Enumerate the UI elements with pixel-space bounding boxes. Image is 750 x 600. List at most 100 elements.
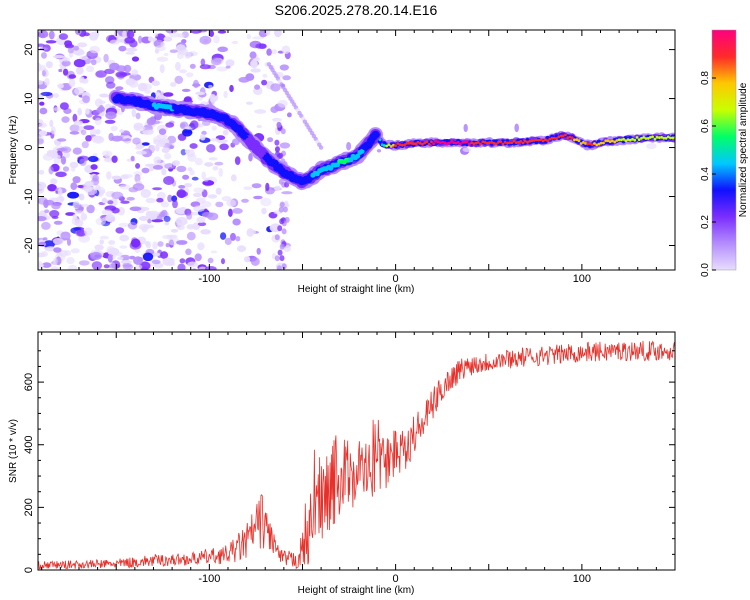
- ridge-mark: [631, 137, 634, 141]
- noise-blob: [167, 194, 173, 203]
- noise-blob: [115, 86, 124, 91]
- noise-blob: [182, 128, 193, 137]
- noise-blob: [246, 33, 252, 40]
- noise-blob: [41, 251, 48, 257]
- ridge-mark: [575, 138, 579, 142]
- ridge-mark: [403, 143, 406, 147]
- noise-blob: [125, 78, 136, 86]
- x-tick-label: 0: [393, 273, 399, 285]
- noise-blob: [155, 143, 160, 152]
- ridge-mark: [557, 135, 561, 139]
- ridge-mark: [376, 132, 380, 135]
- noise-blob: [176, 165, 187, 173]
- noise-blob: [110, 125, 118, 132]
- noise-blob: [190, 30, 202, 34]
- noise-blob: [44, 78, 50, 86]
- noise-blob: [38, 263, 44, 268]
- noise-blob: [208, 157, 218, 161]
- noise-blob: [38, 93, 44, 102]
- noise-blob: [283, 245, 291, 252]
- noise-blob: [254, 109, 267, 114]
- noise-blob: [514, 123, 519, 133]
- noise-blob: [184, 183, 193, 188]
- ridge-mark: [506, 141, 509, 145]
- noise-blob: [38, 62, 42, 72]
- noise-blob: [53, 93, 59, 99]
- noise-blob: [196, 216, 206, 223]
- noise-blob: [165, 122, 175, 128]
- noise-blob: [258, 43, 267, 49]
- noise-blob: [156, 56, 169, 62]
- noise-blob: [74, 30, 82, 35]
- noise-blob: [141, 142, 150, 146]
- noise-blob: [243, 256, 251, 263]
- noise-blob: [212, 166, 219, 171]
- noise-blob: [77, 107, 82, 116]
- noise-blob: [207, 257, 214, 264]
- noise-blob: [230, 232, 236, 241]
- noise-blob: [53, 257, 58, 266]
- noise-blob: [79, 158, 87, 166]
- noise-blob: [138, 216, 149, 221]
- noise-blob: [48, 30, 55, 40]
- noise-blob: [272, 117, 282, 122]
- ridge-mark: [635, 136, 639, 139]
- noise-blob: [45, 40, 57, 44]
- noise-blob: [115, 251, 123, 257]
- ridge-mark: [526, 140, 529, 144]
- noise-blob: [94, 117, 102, 126]
- noise-blob: [189, 169, 195, 176]
- noise-blob: [79, 193, 85, 201]
- noise-blob: [55, 171, 67, 178]
- snr-series-line: [38, 340, 675, 570]
- noise-blob: [281, 191, 293, 195]
- ridge-mark: [450, 140, 453, 143]
- ridge-mark: [637, 138, 641, 142]
- noise-blob: [249, 40, 262, 49]
- noise-blob: [74, 86, 85, 96]
- noise-blob: [61, 60, 71, 67]
- ridge-mark: [590, 143, 594, 147]
- ridge-mark: [519, 140, 523, 143]
- noise-blob: [125, 47, 138, 52]
- noise-blob: [203, 177, 209, 182]
- noise-blob: [106, 171, 112, 180]
- noise-blob: [250, 59, 258, 69]
- band-blob: [276, 121, 282, 128]
- noise-blob: [262, 73, 268, 78]
- noise-blob: [189, 63, 196, 69]
- noise-blob: [103, 53, 109, 63]
- noise-blob: [108, 132, 114, 142]
- noise-blob: [61, 57, 71, 62]
- ridge-mark: [465, 140, 469, 144]
- ridge-mark: [523, 139, 527, 143]
- noise-blob: [49, 210, 60, 218]
- noise-blob: [111, 207, 120, 214]
- band-blob: [274, 146, 280, 153]
- ridge-mark: [416, 140, 420, 144]
- noise-blob: [95, 70, 107, 78]
- noise-blob: [176, 51, 184, 60]
- ridge-mark: [503, 140, 507, 144]
- ridge-mark: [640, 136, 643, 140]
- ridge-mark: [611, 139, 614, 143]
- noise-blob: [50, 266, 59, 270]
- noise-blob: [177, 263, 186, 270]
- noise-blob: [176, 222, 183, 226]
- noise-blob: [101, 197, 108, 204]
- spectrogram-frame: [37, 29, 676, 271]
- noise-blob: [209, 30, 214, 37]
- noise-blob: [122, 263, 132, 268]
- noise-blob: [137, 82, 148, 92]
- noise-blob: [200, 58, 206, 67]
- noise-blob: [158, 128, 167, 135]
- ridge-mark: [468, 142, 471, 146]
- ridge-mark: [653, 137, 657, 141]
- noise-blob: [253, 195, 263, 200]
- noise-blob: [152, 165, 164, 170]
- noise-blob: [175, 61, 181, 71]
- noise-blob: [81, 141, 89, 149]
- noise-blob: [109, 39, 120, 45]
- noise-blob: [261, 79, 268, 86]
- noise-blob: [127, 221, 138, 230]
